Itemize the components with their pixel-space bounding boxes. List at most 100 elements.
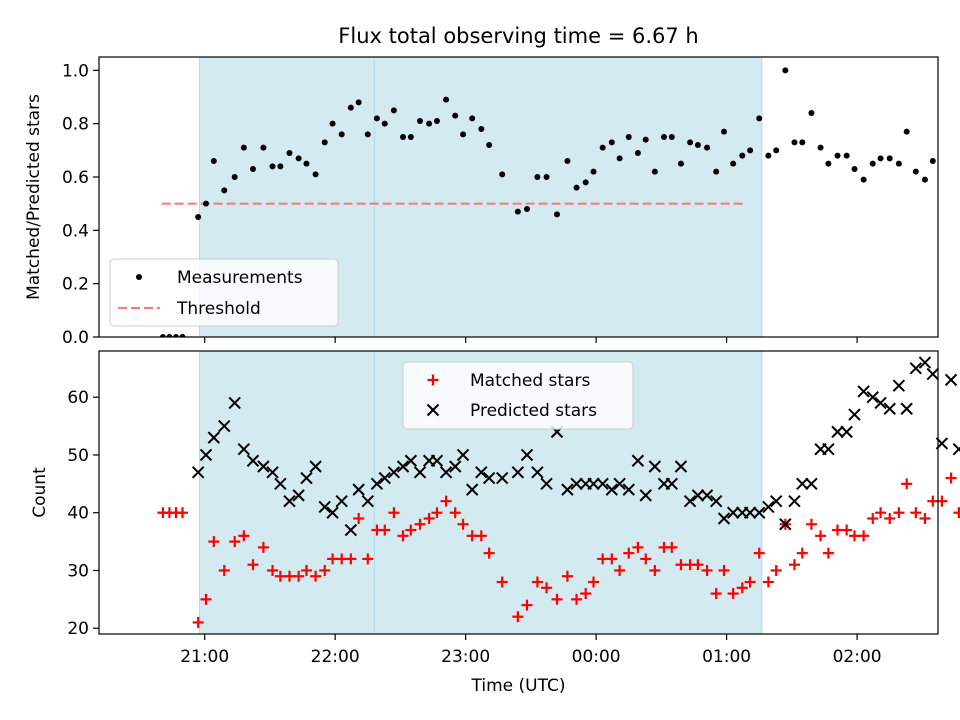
matched-star-point: [345, 553, 357, 565]
measurement-point: [616, 155, 623, 162]
predicted-star-stroke-b: [918, 356, 932, 369]
matched-star-point: [551, 593, 563, 605]
matched-star-point: [893, 507, 905, 519]
predicted-star-point: [909, 362, 923, 375]
matched-star-point: [875, 507, 887, 519]
measurement-point: [221, 187, 228, 194]
legend-predicted-marker-b: [426, 403, 440, 417]
predicted-star-point: [743, 506, 757, 519]
predicted-star-stroke-b: [674, 460, 688, 473]
predicted-star-stroke-b: [665, 477, 679, 491]
predicted-star-point: [228, 396, 241, 410]
predicted-star-stroke-b: [952, 446, 960, 456]
predicted-star-point: [335, 494, 348, 508]
predicted-star-stroke-b: [344, 523, 358, 537]
measurement-point: [851, 166, 858, 172]
matched-star-point: [561, 570, 573, 582]
measurement-point: [426, 120, 433, 127]
predicted-star-point: [691, 489, 705, 502]
predicted-star-point: [613, 477, 626, 491]
xtick-label: 21:00: [180, 647, 229, 667]
predicted-star-point: [753, 506, 766, 519]
measurement-point: [564, 158, 571, 164]
predicted-star-point: [709, 494, 723, 508]
top-ytick-label: 0.0: [62, 328, 89, 348]
predicted-star-point: [596, 477, 609, 491]
predicted-star-point: [361, 494, 375, 508]
predicted-star-stroke-b: [309, 460, 322, 473]
measurement-point: [400, 134, 407, 140]
measurement-point: [817, 144, 824, 151]
measurement-point: [573, 184, 580, 191]
legend-measurement-marker: [136, 274, 142, 280]
predicted-star-stroke-b: [199, 448, 213, 462]
predicted-star-point: [309, 460, 322, 473]
predicted-star-stroke-b: [228, 396, 241, 410]
measurement-point: [939, 121, 945, 127]
measurement-point: [929, 158, 936, 164]
predicted-star-stroke-b: [218, 419, 231, 433]
predicted-star-point: [413, 466, 427, 479]
predicted-star-point: [892, 379, 906, 392]
measurement-point: [694, 142, 701, 148]
measurement-point: [499, 171, 506, 178]
predicted-star-point: [648, 460, 662, 473]
predicted-star-point: [900, 402, 913, 415]
matched-star-point: [919, 512, 931, 524]
predicted-star-point: [952, 442, 960, 456]
measurement-point: [460, 131, 467, 138]
predicted-star-point: [511, 466, 525, 479]
measurement-point: [534, 174, 541, 180]
measurement-point: [903, 128, 910, 135]
matched-star-point: [177, 507, 189, 519]
predicted-star-point: [396, 460, 410, 473]
predicted-star-stroke-b: [352, 483, 365, 496]
predicted-star-stroke-b: [596, 477, 609, 491]
predicted-star-stroke-b: [449, 460, 462, 473]
measurement-point: [730, 160, 737, 167]
predicted-star-stroke-b: [779, 518, 792, 531]
measurement-point: [159, 334, 166, 337]
predicted-star-stroke-b: [848, 408, 861, 421]
predicted-star-stroke-b: [866, 390, 879, 404]
measurement-point: [321, 139, 328, 146]
predicted-star-stroke-b: [561, 483, 574, 496]
measurement-point: [782, 67, 789, 74]
predicted-star-stroke-b: [482, 471, 496, 485]
predicted-star-stroke-b: [318, 500, 331, 514]
measurement-point: [634, 150, 641, 156]
measurement-point: [825, 160, 832, 167]
predicted-star-stroke-b: [439, 466, 453, 479]
predicted-star-stroke-b: [540, 477, 553, 491]
top-legend-box: [109, 258, 339, 327]
measurement-point: [599, 144, 606, 151]
measurement-point: [808, 110, 815, 116]
bottom-ytick-label: 50: [67, 446, 89, 466]
predicted-star-point: [926, 367, 939, 381]
measurement-point: [625, 134, 632, 140]
measurement-point: [260, 144, 267, 151]
matched-star-point: [247, 559, 259, 571]
predicted-star-stroke-b: [691, 489, 705, 502]
predicted-star-point: [274, 477, 287, 491]
measurement-point: [407, 134, 414, 140]
predicted-star-stroke-b: [892, 379, 906, 392]
chart-title: Flux total observing time = 6.67 h: [338, 24, 698, 48]
matched-star-point: [475, 530, 487, 542]
measurement-point: [269, 163, 276, 170]
xtick-label: 22:00: [311, 647, 360, 667]
predicted-star-point: [326, 506, 339, 519]
predicted-star-point: [788, 494, 801, 508]
predicted-star-point: [237, 442, 251, 456]
predicted-star-point: [404, 454, 418, 467]
predicted-star-point: [352, 483, 365, 496]
matched-star-point: [736, 582, 748, 594]
predicted-star-point: [266, 466, 279, 479]
predicted-star-point: [762, 500, 775, 514]
matched-star-point: [449, 507, 461, 519]
predicted-star-point: [292, 489, 305, 502]
matched-star-point: [762, 576, 774, 588]
measurement-point: [869, 160, 876, 167]
predicted-star-point: [191, 466, 205, 479]
matched-star-point: [496, 576, 508, 588]
